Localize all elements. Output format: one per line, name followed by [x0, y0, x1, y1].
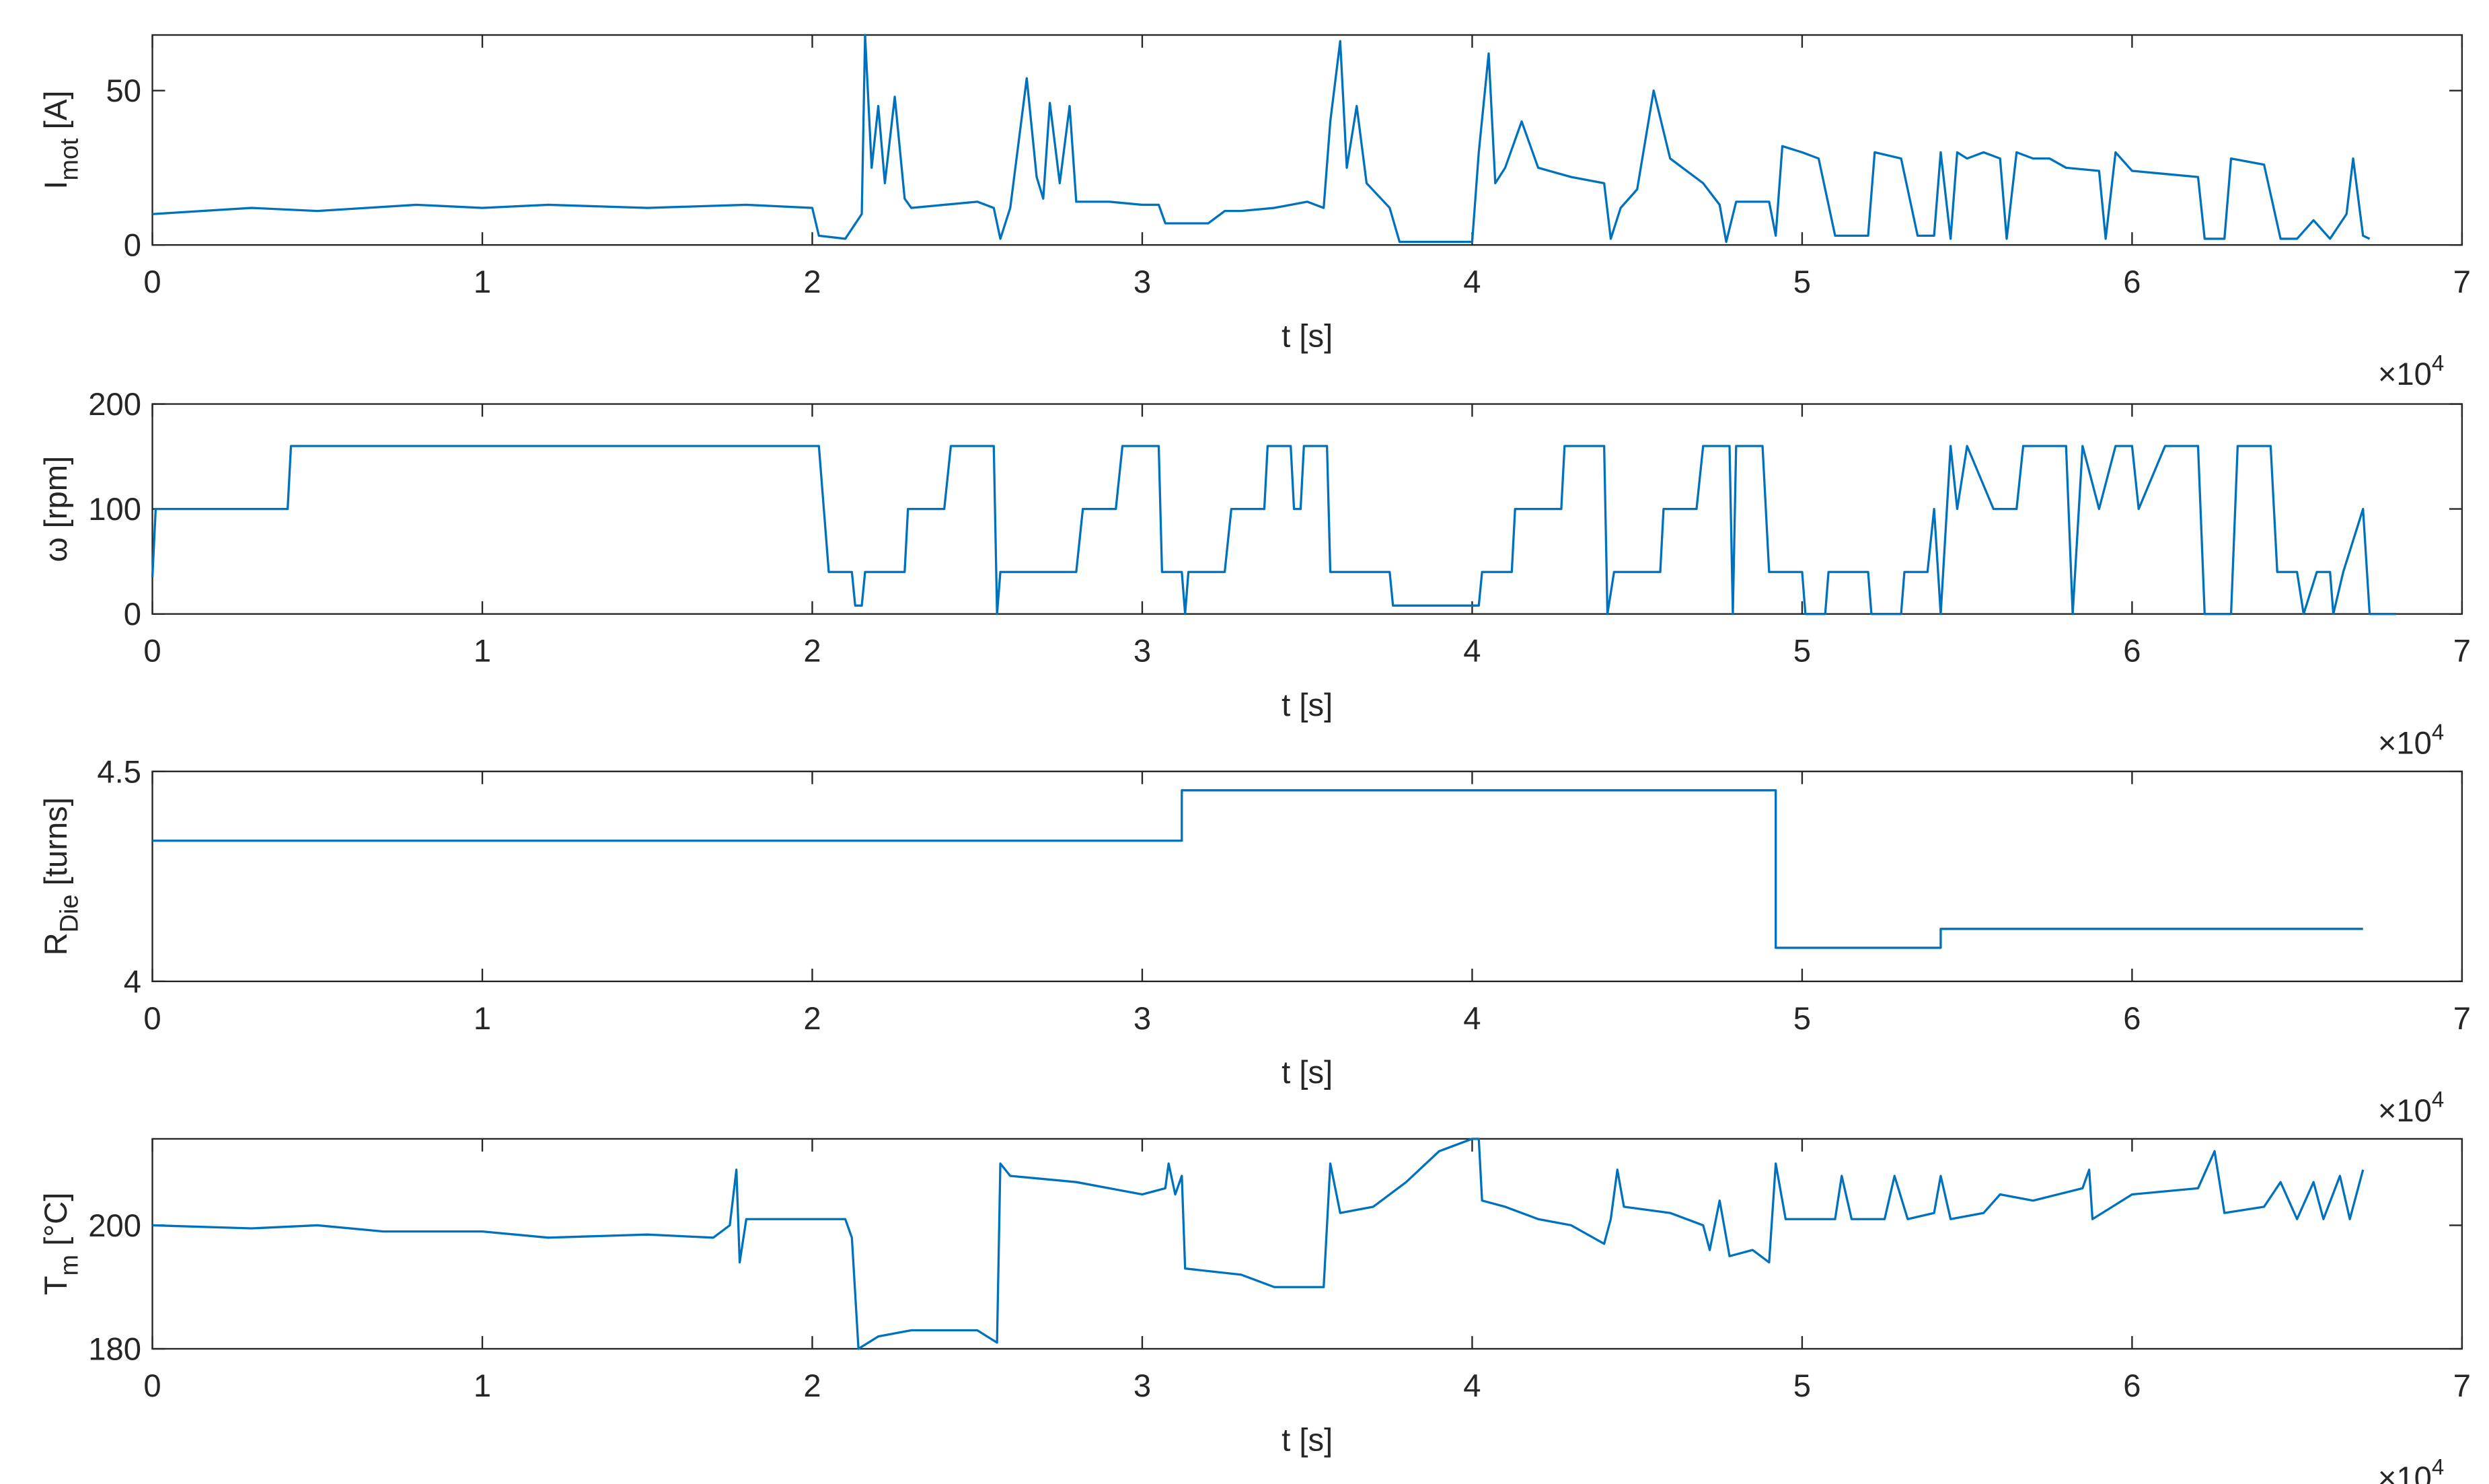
- y-tick-label: 200: [88, 387, 141, 422]
- x-multiplier-exponent: 4: [2432, 720, 2444, 745]
- x-multiplier-base: ×10: [2378, 1093, 2432, 1129]
- y-tick-label: 100: [88, 492, 141, 527]
- axes-box: [151, 770, 2463, 983]
- x-multiplier: ×104: [2378, 1455, 2444, 1484]
- y-label-unit: [A]: [38, 91, 74, 139]
- x-tick-label: 1: [474, 1368, 491, 1404]
- axes-box: [151, 34, 2463, 246]
- x-multiplier-exponent: 4: [2432, 1455, 2444, 1480]
- x-multiplier-base: ×10: [2378, 726, 2432, 762]
- x-tick-label: 5: [1793, 264, 1811, 300]
- x-tick-label: 2: [803, 634, 821, 669]
- axes-box: [151, 403, 2463, 615]
- x-tick-label: 3: [1134, 634, 1151, 669]
- axes-box: [151, 1138, 2463, 1350]
- y-label-sub: Die: [56, 895, 84, 933]
- x-tick-label: 1: [474, 264, 491, 300]
- data-line: [151, 445, 2396, 616]
- x-multiplier-base: ×10: [2378, 357, 2432, 392]
- y-tick-label: 4: [124, 964, 141, 1000]
- y-axis-label: Imot [A]: [38, 91, 83, 190]
- x-axis-label: t [s]: [1281, 1422, 1333, 1458]
- x-tick-label: 5: [1793, 1001, 1811, 1037]
- x-tick-label: 6: [2123, 264, 2141, 300]
- x-multiplier: ×104: [2378, 351, 2444, 392]
- x-multiplier-base: ×10: [2378, 1460, 2432, 1484]
- data-line: [152, 1138, 2365, 1350]
- y-label-unit: [°C]: [38, 1193, 74, 1255]
- x-tick-label: 1: [474, 634, 491, 669]
- y-label-unit: [turns]: [38, 797, 74, 895]
- x-tick-label: 0: [143, 1368, 161, 1404]
- y-tick-label: 0: [124, 597, 141, 632]
- x-axis-label: t [s]: [1281, 318, 1333, 354]
- x-tick-label: 0: [143, 264, 161, 300]
- y-label-sub: m: [56, 1255, 84, 1276]
- y-label-sub: mot: [56, 138, 84, 181]
- y-tick-label: 180: [88, 1332, 141, 1368]
- x-tick-label: 5: [1793, 1368, 1811, 1404]
- y-label-main: I: [38, 180, 74, 189]
- y-axis-label: Tm [°C]: [38, 1193, 83, 1296]
- x-tick-label: 1: [474, 1001, 491, 1037]
- y-label-unit: [rpm]: [38, 456, 74, 537]
- x-tick-label: 0: [143, 1001, 161, 1037]
- x-tick-label: 7: [2453, 1001, 2471, 1037]
- x-multiplier: ×104: [2378, 1088, 2444, 1129]
- x-tick-label: 2: [803, 1001, 821, 1037]
- x-multiplier-exponent: 4: [2432, 351, 2444, 376]
- y-tick-label: 50: [106, 73, 141, 109]
- y-label-main: ω: [38, 537, 74, 562]
- y-axis-label: ω [rpm]: [38, 456, 74, 562]
- x-tick-label: 7: [2453, 634, 2471, 669]
- data-line: [152, 789, 2363, 949]
- x-axis-label: t [s]: [1281, 1055, 1333, 1090]
- x-tick-label: 6: [2123, 634, 2141, 669]
- x-tick-label: 6: [2123, 1368, 2141, 1404]
- data-line: [152, 34, 2371, 244]
- y-tick-label: 200: [88, 1208, 141, 1244]
- x-tick-label: 4: [1463, 1001, 1481, 1037]
- x-tick-label: 7: [2453, 264, 2471, 300]
- x-tick-label: 2: [803, 264, 821, 300]
- x-tick-label: 4: [1463, 1368, 1481, 1404]
- x-tick-label: 5: [1793, 634, 1811, 669]
- x-tick-label: 4: [1463, 634, 1481, 669]
- x-tick-label: 3: [1134, 264, 1151, 300]
- x-multiplier-exponent: 4: [2432, 1088, 2444, 1113]
- x-multiplier: ×104: [2378, 720, 2444, 761]
- x-tick-label: 0: [143, 634, 161, 669]
- y-tick-label: 0: [124, 228, 141, 264]
- x-tick-label: 2: [803, 1368, 821, 1404]
- x-tick-label: 6: [2123, 1001, 2141, 1037]
- x-axis-label: t [s]: [1281, 688, 1333, 723]
- y-axis-label: RDie [turns]: [38, 797, 83, 955]
- y-tick-label: 4.5: [97, 754, 141, 790]
- y-label-main: T: [38, 1276, 74, 1296]
- x-tick-label: 7: [2453, 1368, 2471, 1404]
- y-label-main: R: [38, 932, 74, 955]
- x-tick-label: 4: [1463, 264, 1481, 300]
- x-tick-label: 3: [1134, 1001, 1151, 1037]
- x-tick-label: 3: [1134, 1368, 1151, 1404]
